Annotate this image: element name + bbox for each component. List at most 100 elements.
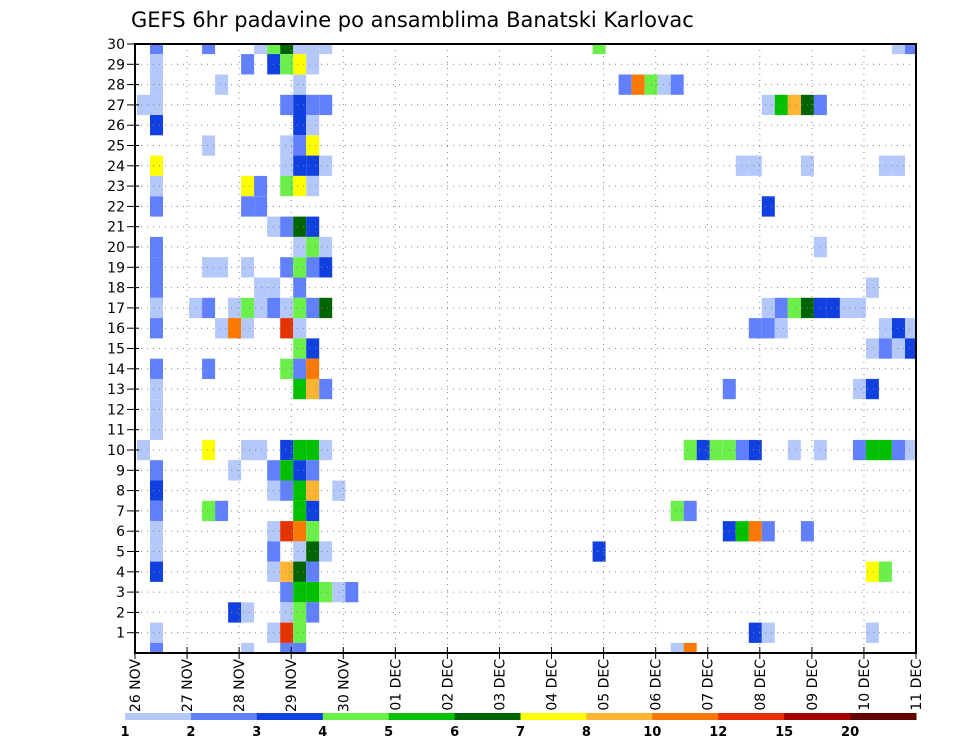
heatmap-cell [306,297,320,319]
heatmap-cell [241,297,255,319]
colorbar-swatch [322,713,390,720]
heatmap-cell [748,439,762,461]
heatmap-cell [241,439,255,461]
heatmap-cell [241,318,255,339]
colorbar: 1 2 3 4 5 6 7 8 10 12 15 20 [120,713,917,740]
heatmap-cell [865,277,879,298]
y-tick-label: 23 [107,179,125,195]
heatmap-cell [293,338,307,359]
heatmap-cell [306,216,320,237]
heatmap-cell [306,257,320,278]
heatmap-cell [293,521,307,542]
x-tick-label: 05 DEC [597,659,613,711]
y-tick-label: 5 [116,545,125,561]
heatmap-cell [293,155,307,176]
heatmap-cell [761,622,775,643]
heatmap-cell [280,582,294,603]
y-axis: 1234567891011121314151617181920212223242… [107,37,139,642]
heatmap-cell [280,561,294,582]
heatmap-cell [306,115,320,136]
heatmap-cell [332,480,346,501]
heatmap-cell [293,622,307,643]
heatmap-cell [774,297,788,319]
x-tick-label: 03 DEC [492,659,508,711]
heatmap-cell [280,257,294,278]
cells-layer [137,44,916,653]
heatmap-cell [293,358,307,379]
colorbar-swatch [652,713,719,720]
x-tick-label: 01 DEC [388,659,404,711]
heatmap-cell [150,94,163,116]
x-tick-label: 02 DEC [440,659,456,711]
heatmap-cell [293,115,307,136]
heatmap-cell [787,439,801,461]
heatmap-cell [293,561,307,582]
heatmap-cell [761,318,775,339]
heatmap-cell [150,196,163,217]
heatmap-cell [293,642,307,653]
y-tick-label: 26 [107,118,125,134]
heatmap-cell [280,439,294,461]
y-tick-label: 11 [107,423,125,439]
heatmap-cell [215,318,229,339]
heatmap-cell [319,378,333,400]
x-tick-label: 11 DEC [909,659,925,711]
heatmap-cell [319,94,333,116]
heatmap-cell [670,74,684,95]
y-tick-label: 9 [116,463,125,479]
heatmap-cell [202,135,216,156]
y-tick-label: 28 [107,78,125,94]
heatmap-cell [280,642,294,653]
colorbar-swatch [784,713,851,720]
heatmap-cell [306,582,320,603]
heatmap-cell [280,622,294,643]
y-tick-label: 18 [107,281,125,297]
colorbar-label: 5 [384,725,393,740]
heatmap-cell [150,175,163,197]
heatmap-cell [280,521,294,542]
heatmap-cell [150,236,163,258]
heatmap-cell [774,94,788,116]
heatmap-cell [787,94,801,116]
heatmap-cell [852,378,866,400]
heatmap-cell [696,439,710,461]
y-tick-label: 17 [107,301,125,317]
x-tick-label: 10 DEC [857,659,873,711]
heatmap-cell [592,44,606,55]
x-tick-label: 08 DEC [753,659,769,711]
heatmap-cell [215,74,229,95]
colorbar-swatch [388,713,456,720]
heatmap-cell [813,236,827,258]
heatmap-cell [150,521,163,542]
y-tick-label: 1 [116,626,125,642]
heatmap-cell [905,439,916,461]
heatmap-cell [826,297,840,319]
plot-frame [134,43,917,654]
y-tick-label: 15 [107,342,125,358]
heatmap-cell [202,257,216,278]
heatmap-cell [293,602,307,623]
x-tick-label: 27 NOV [180,659,196,713]
heatmap-cell [735,521,749,542]
colorbar-label: 7 [516,725,525,740]
y-tick-label: 29 [107,57,125,73]
heatmap-cell [865,439,879,461]
heatmap-cell [280,94,294,116]
heatmap-cell [293,460,307,481]
heatmap-cell [241,54,255,75]
heatmap-cell [748,622,762,643]
heatmap-cell [670,642,684,653]
heatmap-cell [150,74,163,95]
heatmap-cell [202,358,216,379]
heatmap-cell [319,297,333,319]
heatmap-cell [306,175,320,197]
heatmap-cell [137,94,150,116]
heatmap-cell [306,54,320,75]
heatmap-cell [228,318,242,339]
y-tick-label: 4 [116,565,125,581]
heatmap-cell [280,175,294,197]
heatmap-cell [319,236,333,258]
heatmap-cell [280,54,294,75]
colorbar-label: 4 [318,725,327,740]
heatmap-cell [319,155,333,176]
